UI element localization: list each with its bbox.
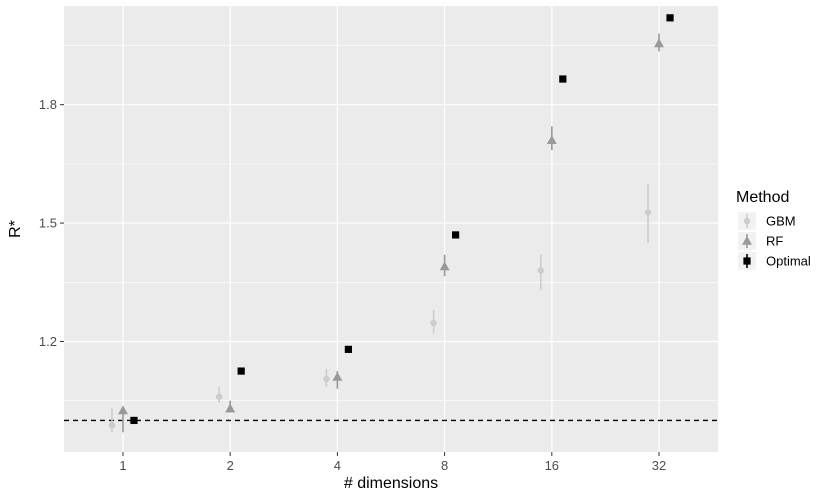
legend-label-optimal: Optimal: [766, 254, 811, 269]
legend: Method GBM RF Optimal: [736, 189, 811, 270]
legend-label-gbm: GBM: [766, 214, 796, 229]
plot-panel: [64, 6, 718, 452]
gbm-point: [215, 393, 223, 400]
optimal-point: [344, 345, 352, 353]
minor-gridlines: [64, 45, 718, 401]
legend-title: Method: [736, 189, 789, 206]
x-axis-title: # dimensions: [344, 475, 438, 492]
y-axis-title: R*: [7, 220, 24, 238]
y-axis-ticks: 1.2 1.5 1.8: [39, 97, 64, 349]
x-axis-ticks: 1 2 4 8 16 32: [119, 452, 666, 473]
x-tick-label: 4: [334, 458, 341, 473]
gbm-point: [644, 209, 652, 216]
legend-marker-rf: [742, 236, 752, 245]
x-tick-label: 16: [545, 458, 559, 473]
optimal-point: [559, 75, 567, 83]
legend-marker-gbm: [743, 217, 751, 225]
rf-point: [439, 261, 450, 271]
rf-point: [654, 38, 665, 48]
y-tick-label: 1.5: [39, 216, 57, 231]
gbm-point: [323, 375, 330, 383]
rf-point: [332, 372, 343, 381]
y-tick-label: 1.2: [39, 334, 57, 349]
y-tick-label: 1.8: [39, 97, 57, 112]
gbm-point: [430, 319, 437, 327]
optimal-point: [130, 416, 138, 425]
optimal-point: [237, 367, 245, 375]
rf-point: [546, 135, 557, 144]
data-points: [108, 14, 674, 429]
x-tick-label: 2: [227, 458, 234, 473]
x-tick-label: 1: [119, 458, 126, 473]
rf-point: [225, 403, 236, 413]
rf-point: [117, 405, 128, 415]
legend-marker-optimal: [743, 257, 751, 265]
gbm-point: [108, 421, 116, 429]
gbm-point: [537, 267, 545, 274]
x-tick-label: 32: [652, 458, 666, 473]
optimal-point: [452, 231, 460, 239]
legend-label-rf: RF: [766, 234, 783, 249]
optimal-point: [666, 14, 674, 22]
x-tick-label: 8: [441, 458, 448, 473]
